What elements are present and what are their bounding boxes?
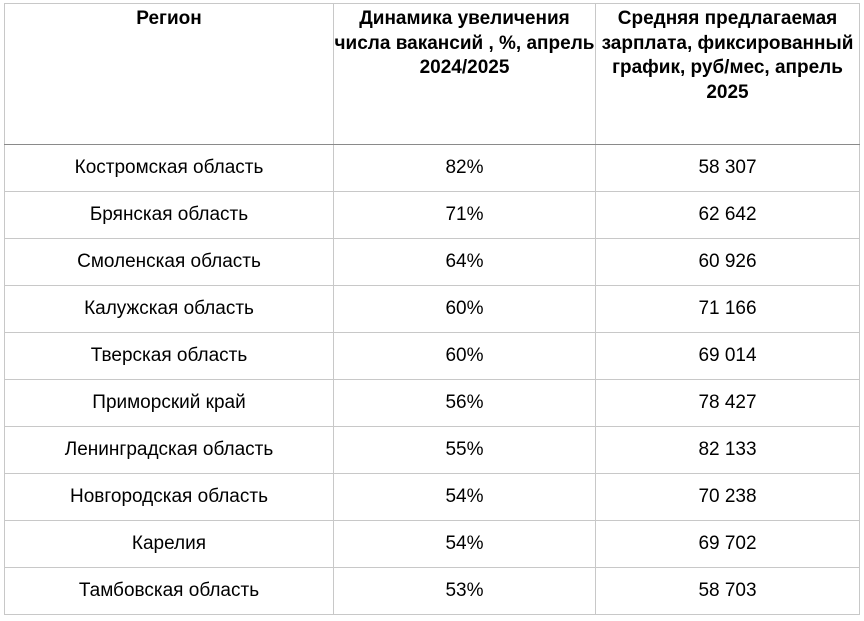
vacancy-growth-cell: 56% (333, 379, 596, 427)
vacancy-growth-cell: 71% (333, 191, 596, 239)
salary-cell: 78 427 (595, 379, 860, 427)
vacancy-growth-cell: 53% (333, 567, 596, 615)
salary-cell: 60 926 (595, 238, 860, 286)
table-row: Тамбовская область 53% 58 703 (4, 567, 860, 615)
vacancy-growth-cell: 64% (333, 238, 596, 286)
header-region: Регион (4, 3, 334, 145)
table-row: Карелия 54% 69 702 (4, 520, 860, 568)
table-body: Костромская область 82% 58 307 Брянская … (4, 144, 860, 615)
region-cell: Костромская область (4, 144, 334, 192)
salary-cell: 82 133 (595, 426, 860, 474)
region-cell: Тамбовская область (4, 567, 334, 615)
table-row: Смоленская область 64% 60 926 (4, 238, 860, 286)
salary-cell: 69 014 (595, 332, 860, 380)
region-cell: Приморский край (4, 379, 334, 427)
table-row: Калужская область 60% 71 166 (4, 285, 860, 333)
salary-cell: 62 642 (595, 191, 860, 239)
region-cell: Карелия (4, 520, 334, 568)
vacancy-growth-cell: 60% (333, 285, 596, 333)
header-vacancy-growth: Динамика увеличения числа вакансий , %, … (333, 3, 596, 145)
salary-cell: 58 307 (595, 144, 860, 192)
vacancy-growth-cell: 54% (333, 520, 596, 568)
region-cell: Брянская область (4, 191, 334, 239)
vacancy-salary-table: Регион Динамика увеличения числа ваканси… (4, 3, 860, 615)
table-row: Новгородская область 54% 70 238 (4, 473, 860, 521)
vacancy-growth-cell: 82% (333, 144, 596, 192)
table-row: Тверская область 60% 69 014 (4, 332, 860, 380)
region-cell: Тверская область (4, 332, 334, 380)
table-row: Брянская область 71% 62 642 (4, 191, 860, 239)
salary-cell: 71 166 (595, 285, 860, 333)
region-cell: Калужская область (4, 285, 334, 333)
region-cell: Ленинградская область (4, 426, 334, 474)
vacancy-growth-cell: 55% (333, 426, 596, 474)
table-row: Ленинградская область 55% 82 133 (4, 426, 860, 474)
region-cell: Смоленская область (4, 238, 334, 286)
table-row: Костромская область 82% 58 307 (4, 144, 860, 192)
region-cell: Новгородская область (4, 473, 334, 521)
salary-cell: 69 702 (595, 520, 860, 568)
table-row: Приморский край 56% 78 427 (4, 379, 860, 427)
header-average-salary: Средняя предлагаемая зарплата, фиксирова… (595, 3, 860, 145)
vacancy-growth-cell: 60% (333, 332, 596, 380)
table-header-row: Регион Динамика увеличения числа ваканси… (4, 3, 860, 145)
salary-cell: 58 703 (595, 567, 860, 615)
vacancy-growth-cell: 54% (333, 473, 596, 521)
salary-cell: 70 238 (595, 473, 860, 521)
